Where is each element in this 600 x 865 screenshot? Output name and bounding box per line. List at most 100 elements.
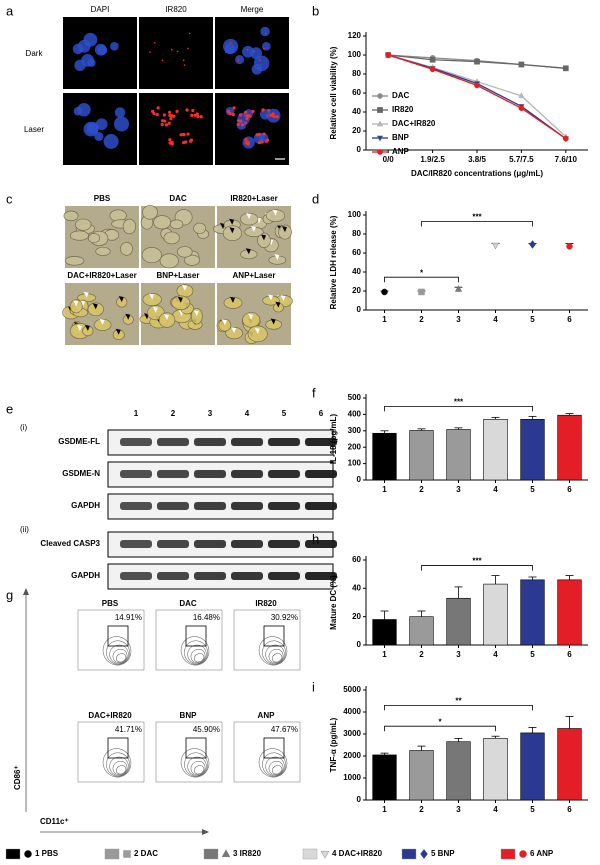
- ir820-signal: [168, 141, 172, 145]
- legend-swatch: [203, 848, 219, 860]
- contour: [190, 760, 206, 776]
- cell: [142, 205, 158, 220]
- marker: [377, 149, 383, 155]
- legend-swatch: [302, 848, 318, 860]
- band: [268, 572, 300, 580]
- band: [305, 572, 337, 580]
- y-tick-label: 100: [348, 459, 362, 468]
- nucleus: [235, 54, 245, 65]
- micrograph: [139, 93, 213, 165]
- marker: [529, 240, 536, 249]
- cell: [141, 247, 162, 264]
- significance-bracket: [421, 565, 533, 571]
- ir820-signal: [243, 110, 248, 114]
- band: [194, 438, 226, 446]
- contour: [106, 640, 130, 665]
- contour: [271, 653, 283, 663]
- arrowhead: [260, 234, 266, 241]
- gate-percent: 16.48%: [193, 613, 220, 622]
- ir820-signal: [169, 116, 173, 121]
- contour: [106, 752, 130, 777]
- ir820-signal: [229, 41, 232, 44]
- plot-title: DAC: [179, 599, 197, 608]
- bar: [409, 430, 434, 481]
- band: [268, 438, 300, 446]
- nucleus: [262, 41, 271, 51]
- contour: [184, 640, 208, 665]
- contour: [190, 648, 206, 664]
- blot-row-label: GSDME-FL: [58, 437, 100, 446]
- significance-bracket: [384, 725, 496, 732]
- image-title: BNP+Laser: [157, 271, 200, 280]
- gate: [107, 737, 129, 759]
- arrowhead: [181, 284, 187, 291]
- dot-plot: [233, 721, 301, 783]
- ir820-signal: [189, 138, 194, 142]
- ir820-signal: [164, 123, 169, 127]
- legend-label: DAC+IR820: [392, 119, 436, 128]
- y-tick-label: 3000: [343, 729, 361, 738]
- row-header: Laser: [24, 125, 44, 134]
- y-axis-title: Mature DC (%): [329, 575, 338, 630]
- lane-number: 2: [171, 409, 176, 418]
- arrowhead: [80, 300, 86, 307]
- marker: [429, 66, 436, 73]
- panel-label: h: [312, 531, 319, 546]
- bar: [409, 616, 434, 646]
- marker: [562, 135, 569, 142]
- bar: [520, 579, 545, 646]
- arrowhead: [281, 226, 287, 233]
- blot-row-label: Cleaved CASP3: [40, 539, 100, 548]
- image-title: IR820+Laser: [230, 194, 277, 203]
- y-tick-label: 0: [357, 640, 362, 649]
- band: [120, 572, 152, 580]
- ir820-signal: [187, 47, 189, 50]
- ir820-signal: [232, 106, 236, 110]
- ir820-signal: [190, 113, 194, 117]
- cell: [153, 215, 172, 230]
- contour: [268, 648, 284, 664]
- cell: [159, 253, 179, 269]
- dot-plot: [233, 609, 301, 671]
- arrowhead: [229, 218, 235, 225]
- legend-label: DAC: [392, 91, 410, 100]
- y-tick-label: 0: [357, 475, 362, 484]
- contour: [193, 653, 205, 663]
- x-tick-label: 5: [530, 315, 535, 324]
- y-tick-label: 400: [348, 410, 362, 419]
- arrowhead: [177, 296, 183, 303]
- arrowhead: [163, 314, 169, 321]
- contour: [268, 760, 284, 776]
- ir820-signal: [228, 111, 232, 116]
- bar: [409, 750, 434, 801]
- legend-swatch: [104, 848, 120, 860]
- cell: [69, 299, 83, 314]
- ir820-signal: [163, 119, 167, 123]
- bar: [372, 754, 397, 801]
- ir820-signal: [196, 114, 200, 119]
- arrowhead: [248, 313, 254, 320]
- cell: [69, 230, 89, 241]
- x-tick-label: 4: [493, 315, 498, 324]
- contour: [102, 748, 132, 778]
- arrowhead: [73, 300, 79, 307]
- contour: [262, 752, 286, 777]
- cell: [63, 210, 79, 222]
- nucleus: [114, 107, 126, 118]
- ir820-signal: [170, 48, 173, 51]
- marker: [454, 284, 463, 292]
- ir820-signal: [188, 32, 191, 35]
- arrowhead: [76, 325, 82, 332]
- arrowhead: [251, 225, 257, 232]
- cell: [122, 218, 137, 235]
- nucleus: [260, 26, 270, 37]
- y-tick-label: 40: [352, 107, 361, 116]
- cell: [120, 241, 134, 256]
- panel-label: g: [6, 587, 13, 602]
- marker: [491, 242, 500, 250]
- band: [268, 502, 300, 510]
- arrowhead: [231, 327, 237, 334]
- y-tick-label: 0: [357, 305, 362, 314]
- ir820-signal: [199, 115, 203, 119]
- y-tick-label: 200: [348, 442, 362, 451]
